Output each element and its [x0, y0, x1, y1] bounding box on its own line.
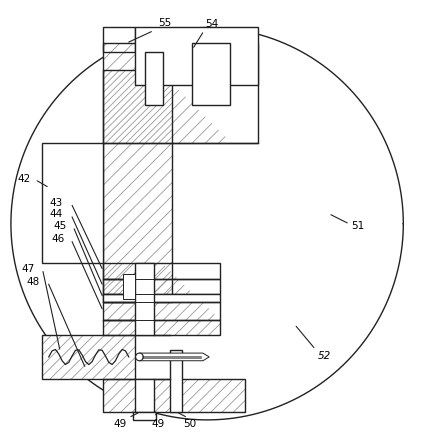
- Polygon shape: [103, 70, 172, 301]
- Text: 48: 48: [26, 277, 39, 286]
- Polygon shape: [42, 143, 103, 263]
- Polygon shape: [103, 301, 219, 320]
- Text: 52: 52: [317, 351, 330, 361]
- Polygon shape: [42, 335, 135, 379]
- Polygon shape: [103, 301, 219, 320]
- Polygon shape: [133, 412, 155, 420]
- Polygon shape: [135, 379, 153, 412]
- Text: 49: 49: [113, 419, 126, 429]
- Polygon shape: [103, 320, 219, 335]
- Text: 46: 46: [52, 234, 65, 244]
- Polygon shape: [192, 43, 230, 105]
- Text: 50: 50: [183, 419, 196, 429]
- Text: 45: 45: [54, 221, 67, 231]
- Text: 44: 44: [49, 209, 63, 219]
- Polygon shape: [135, 27, 258, 85]
- Text: 55: 55: [158, 18, 171, 28]
- Text: 54: 54: [204, 19, 218, 29]
- Text: 47: 47: [22, 264, 35, 274]
- Polygon shape: [103, 294, 219, 301]
- Polygon shape: [103, 27, 135, 52]
- Polygon shape: [135, 27, 258, 85]
- Text: 49: 49: [151, 419, 164, 429]
- Polygon shape: [103, 43, 258, 143]
- Polygon shape: [103, 70, 172, 301]
- Circle shape: [135, 353, 143, 361]
- Polygon shape: [103, 320, 219, 335]
- Polygon shape: [103, 278, 219, 294]
- Polygon shape: [103, 263, 219, 278]
- Polygon shape: [103, 278, 219, 294]
- Text: 51: 51: [351, 221, 364, 231]
- Text: 42: 42: [17, 174, 31, 184]
- Polygon shape: [139, 353, 209, 361]
- Text: 43: 43: [49, 198, 63, 208]
- Polygon shape: [103, 379, 245, 412]
- Polygon shape: [144, 52, 163, 105]
- Polygon shape: [123, 274, 135, 299]
- Polygon shape: [103, 263, 219, 278]
- Polygon shape: [135, 263, 153, 335]
- Polygon shape: [169, 350, 182, 412]
- Polygon shape: [103, 379, 245, 412]
- Polygon shape: [42, 335, 135, 379]
- Polygon shape: [103, 43, 258, 143]
- Polygon shape: [103, 27, 135, 52]
